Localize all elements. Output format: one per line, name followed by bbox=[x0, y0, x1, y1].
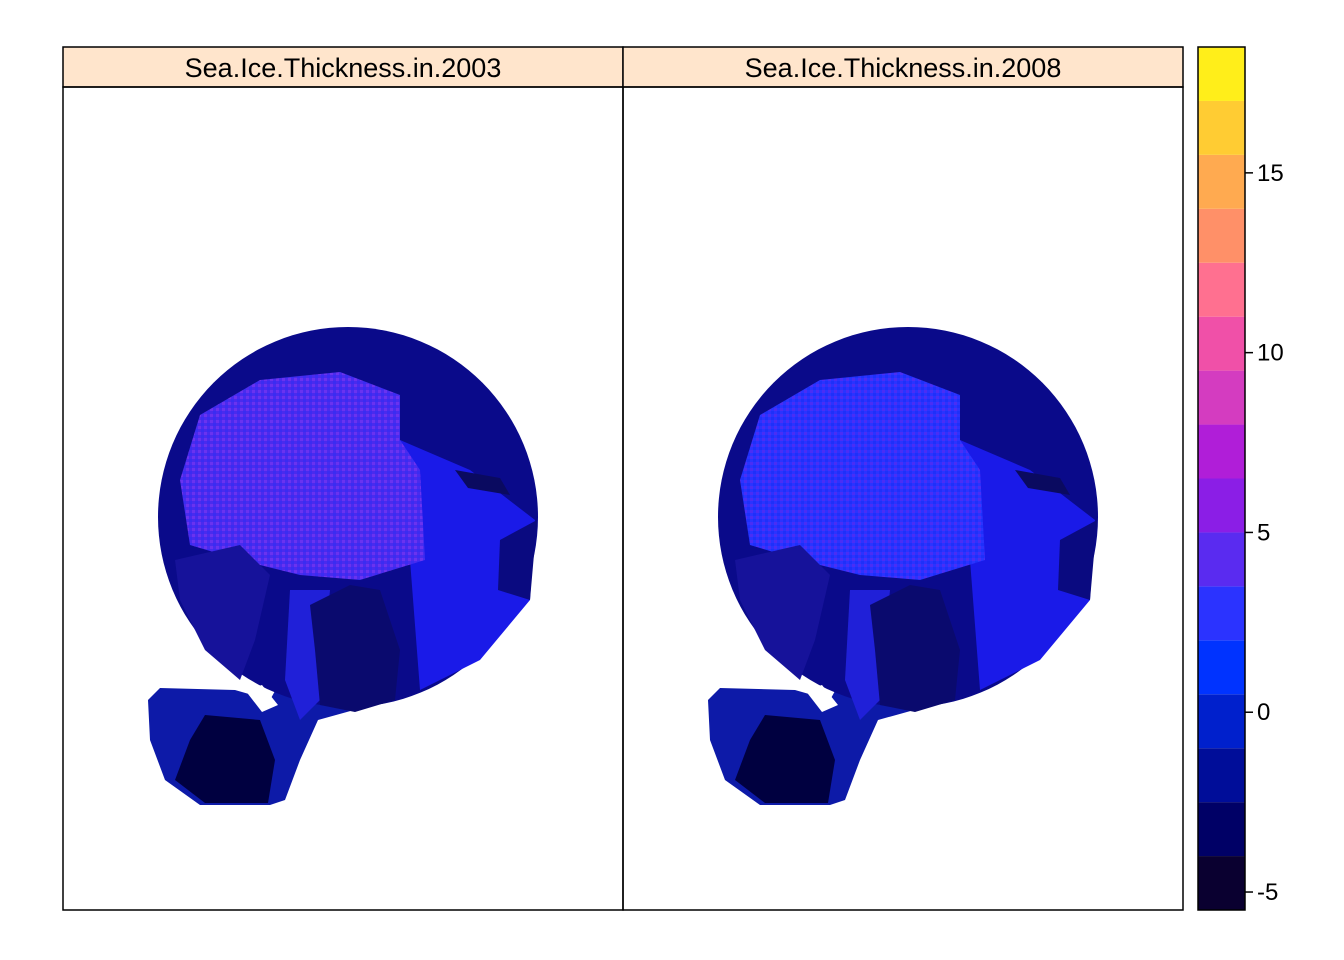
panel-2003: Sea.Ice.Thickness.in.2003 bbox=[62, 46, 624, 911]
colorbar-bin bbox=[1198, 100, 1245, 155]
colorbar-bin bbox=[1198, 424, 1245, 479]
colorbar-bin bbox=[1198, 640, 1245, 695]
colorbar-bin bbox=[1198, 47, 1245, 101]
map-2008 bbox=[708, 327, 1098, 805]
central-ice bbox=[740, 372, 985, 580]
inlet bbox=[1015, 470, 1070, 495]
colorbar-tick-label: 10 bbox=[1257, 340, 1284, 367]
map-2003 bbox=[148, 327, 538, 805]
inlet bbox=[455, 470, 510, 495]
east-land bbox=[498, 520, 537, 600]
lobe-dark bbox=[175, 715, 275, 803]
colorbar-bin bbox=[1198, 532, 1245, 587]
colorbar-bin bbox=[1198, 802, 1245, 857]
colorbar-tick-label: 5 bbox=[1257, 519, 1270, 546]
colorbar-bin bbox=[1198, 262, 1245, 317]
colorbar-bin bbox=[1198, 586, 1245, 641]
strip-2003 bbox=[62, 46, 624, 88]
shelf-east bbox=[960, 440, 1095, 690]
colorbar-bin bbox=[1198, 748, 1245, 803]
colorbar-tick-label: -5 bbox=[1257, 879, 1278, 906]
colorbar-bin bbox=[1198, 154, 1245, 209]
colorbar-bin bbox=[1198, 370, 1245, 425]
panel-2008: Sea.Ice.Thickness.in.2008 bbox=[622, 46, 1184, 911]
east-land bbox=[1058, 520, 1097, 600]
coastal-gap bbox=[805, 685, 838, 712]
colorbar-bin bbox=[1198, 856, 1245, 910]
colorbar: -5 0 5 10 15 bbox=[1197, 46, 1284, 911]
colorbar-bin bbox=[1198, 478, 1245, 533]
panel-title-2008: Sea.Ice.Thickness.in.2008 bbox=[745, 53, 1062, 83]
greenland-inner bbox=[870, 585, 960, 712]
colorbar-bin bbox=[1198, 316, 1245, 371]
archipelago bbox=[735, 545, 830, 680]
strip-2008 bbox=[622, 46, 1184, 88]
greenland-inner bbox=[310, 585, 400, 712]
panel-frame-2008 bbox=[622, 86, 1184, 911]
shelf-east bbox=[400, 440, 535, 690]
colorbar-bin bbox=[1198, 208, 1245, 263]
lobe-dark bbox=[735, 715, 835, 803]
panel-title-2003: Sea.Ice.Thickness.in.2003 bbox=[185, 53, 502, 83]
colorbar-tick-label: 0 bbox=[1257, 699, 1270, 726]
coastal-gap bbox=[245, 685, 278, 712]
central-ice bbox=[180, 372, 425, 580]
colorbar-tick-label: 15 bbox=[1257, 160, 1284, 187]
colorbar-frame bbox=[1197, 46, 1246, 911]
archipelago bbox=[175, 545, 270, 680]
colorbar-bin bbox=[1198, 694, 1245, 749]
